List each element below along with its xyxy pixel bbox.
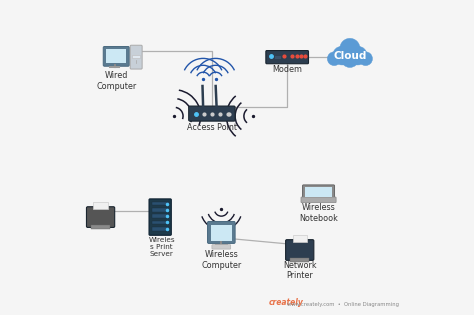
Text: creately: creately xyxy=(268,298,303,307)
FancyBboxPatch shape xyxy=(266,51,309,64)
FancyBboxPatch shape xyxy=(212,245,231,249)
FancyBboxPatch shape xyxy=(152,227,169,231)
Circle shape xyxy=(359,52,373,66)
FancyBboxPatch shape xyxy=(130,45,142,69)
FancyBboxPatch shape xyxy=(152,202,169,205)
Circle shape xyxy=(341,50,359,67)
Circle shape xyxy=(328,52,341,66)
FancyBboxPatch shape xyxy=(301,197,336,203)
Circle shape xyxy=(348,46,367,65)
FancyBboxPatch shape xyxy=(152,220,169,224)
FancyBboxPatch shape xyxy=(93,202,108,209)
Bar xyxy=(328,54,371,63)
Circle shape xyxy=(333,46,351,65)
FancyBboxPatch shape xyxy=(292,235,307,242)
Text: Wireles
s Print
Server: Wireles s Print Server xyxy=(148,237,175,256)
FancyBboxPatch shape xyxy=(210,225,232,241)
FancyBboxPatch shape xyxy=(132,54,140,58)
Text: Access Point: Access Point xyxy=(187,123,237,132)
Text: Modem: Modem xyxy=(272,65,302,74)
Text: Network
Printer: Network Printer xyxy=(283,261,317,280)
Text: Wired
Computer: Wired Computer xyxy=(96,71,137,91)
FancyBboxPatch shape xyxy=(152,208,169,212)
FancyBboxPatch shape xyxy=(208,221,235,243)
Text: www.creately.com  •  Online Diagramming: www.creately.com • Online Diagramming xyxy=(287,302,399,307)
FancyBboxPatch shape xyxy=(290,258,310,262)
FancyBboxPatch shape xyxy=(302,185,335,200)
FancyBboxPatch shape xyxy=(152,214,169,218)
FancyBboxPatch shape xyxy=(305,187,332,197)
FancyBboxPatch shape xyxy=(91,225,110,229)
FancyBboxPatch shape xyxy=(106,49,126,63)
FancyBboxPatch shape xyxy=(86,207,115,227)
Text: Wireless
Computer: Wireless Computer xyxy=(201,250,241,270)
FancyBboxPatch shape xyxy=(274,55,281,59)
FancyBboxPatch shape xyxy=(103,47,129,66)
FancyBboxPatch shape xyxy=(286,240,314,261)
Text: Cloud: Cloud xyxy=(333,51,366,60)
FancyBboxPatch shape xyxy=(149,199,171,235)
Circle shape xyxy=(340,38,360,58)
FancyBboxPatch shape xyxy=(189,106,235,121)
Text: Wireless
Notebook: Wireless Notebook xyxy=(299,203,338,223)
